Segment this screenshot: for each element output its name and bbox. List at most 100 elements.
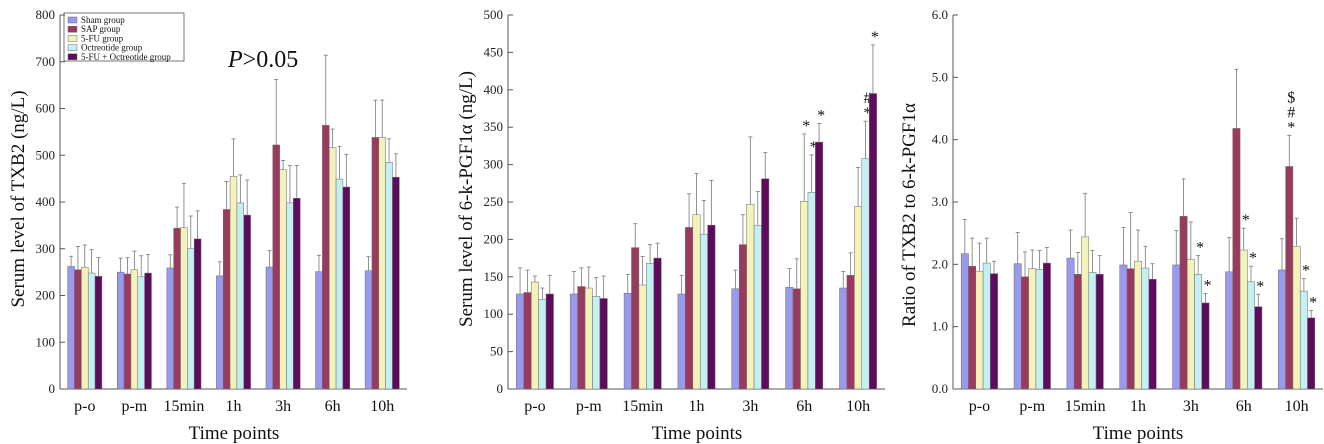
panel-1-ytick-label: 100 [484, 306, 504, 321]
panel-1-bar [800, 201, 809, 390]
panel-0-bar [87, 272, 96, 390]
panel-2-bar [1095, 274, 1104, 390]
panel-2-significance-mark: * [1287, 119, 1295, 136]
legend-swatch [67, 44, 78, 51]
panel-1-bar [599, 298, 608, 390]
p-value-annotation: P>0.05 [227, 47, 298, 73]
panel-0-bar [187, 248, 195, 390]
panel-0-bar [180, 227, 188, 390]
panel-0-category-label: 15min [163, 398, 204, 415]
panel-1-significance-mark: * [817, 107, 825, 124]
panel-1-ylabel: Serum level of 6-k-PGF1α (ng/L) [456, 71, 477, 327]
panel-2-significance-mark: * [1203, 278, 1211, 295]
panel-2-bar [1186, 259, 1195, 390]
panel-1-bar [677, 293, 686, 390]
panel-1-bar [861, 158, 870, 390]
panel-2-category-label: p-o [969, 398, 990, 415]
panel-2-ytick-label: 0.0 [932, 381, 948, 396]
panel-0-ytick-label: 700 [36, 54, 56, 69]
legend-swatch [67, 53, 78, 61]
panel-0-ytick-label: 500 [36, 147, 56, 162]
panel-2-ytick-label: 5.0 [932, 69, 948, 84]
panel-2-bar [1134, 260, 1142, 390]
legend-entry-label: SAP group [81, 24, 121, 34]
legend-entry-label: 5-FU group [81, 33, 124, 43]
panel-2-bar [990, 273, 998, 390]
panel-2-bar [1232, 128, 1241, 390]
panel-1-bar [839, 287, 848, 390]
panel-0-bar [94, 276, 103, 390]
panel-0-bar [222, 209, 231, 390]
panel-2-bar [1013, 263, 1022, 390]
panel-1-ytick-label: 400 [484, 82, 504, 97]
panel-2-bar [1307, 317, 1316, 390]
panel-1-category-label: p-m [576, 398, 602, 415]
panel-2-xlabel: Time points [1093, 423, 1184, 444]
panel-2-bar [1028, 268, 1037, 390]
panel-1-bar [569, 293, 578, 390]
panel-1-category-label: p-o [524, 398, 545, 415]
panel-2-bar [1194, 274, 1203, 390]
panel-0-bar [293, 198, 301, 390]
panel-2-ytick-label: 3.0 [932, 194, 948, 209]
panel-1-bar [699, 233, 708, 390]
panel-2-bar [1119, 264, 1128, 390]
panel-2-bar [1021, 276, 1029, 390]
panel-2-significance-mark: * [1196, 240, 1204, 257]
panel-0-ytick-label: 300 [36, 241, 56, 256]
panel-2-category-label: p-m [1019, 398, 1045, 415]
panel-1-ytick-label: 250 [484, 194, 504, 209]
panel-1-ytick-label: 150 [484, 269, 504, 284]
panel-1-ytick-label: 450 [484, 44, 504, 59]
panel-2-significance-mark: * [1302, 263, 1310, 280]
panel-2-category-label: 10h [1285, 398, 1309, 415]
panel-0-ytick-label: 100 [36, 334, 56, 349]
panel-0-bar [378, 137, 386, 390]
panel-2-ylabel: Ratio of TXB2 to 6-k-PGF1α [899, 103, 920, 327]
panel-2-bar [1254, 306, 1263, 390]
panel-2-significance-mark: * [1249, 250, 1257, 267]
panel-2-category-label: 3h [1183, 398, 1199, 415]
panel-1-ytick-label: 50 [490, 344, 503, 359]
panel-1-ytick-label: 200 [484, 231, 504, 246]
panel-0-bar [216, 275, 224, 390]
panel-0-bar [74, 269, 82, 390]
panel-1-significance-mark: * [810, 139, 818, 156]
panel-0-bar [67, 266, 75, 390]
panel-2-bar [1292, 246, 1301, 390]
panel-1-bar [731, 288, 740, 390]
panel-2-significance-mark: # [1287, 104, 1295, 121]
panel-1-bar [746, 203, 755, 390]
panel-1-significance-mark: # [864, 90, 872, 107]
panel-0-bar [364, 270, 373, 390]
panel-0-bar [322, 125, 330, 390]
panel-0-category-label: 3h [275, 398, 291, 415]
panel-0-ytick-label: 400 [36, 194, 56, 209]
legend-entry-label: Octreotide group [81, 43, 143, 53]
panel-1-bar [761, 178, 770, 390]
panel-0-bar [166, 267, 174, 390]
panel-2-ytick-label: 2.0 [932, 256, 948, 271]
panel-2-bar [1073, 274, 1082, 390]
panel-1-bar [530, 281, 539, 390]
panel-1-bar [631, 247, 640, 390]
legend-entry-label: 5-FU + Octreotide group [81, 52, 171, 62]
panel-2-bar [1285, 166, 1294, 390]
panel-0-category-label: p-m [121, 398, 147, 415]
ratio-panel: Ratio of TXB2 to 6-k-PGF1α Time points 0… [899, 7, 1323, 444]
txb2-panel: Serum level of TXB2 (ng/L) Time points P… [8, 7, 407, 444]
panel-2-bar [968, 265, 977, 390]
panel-0-bar [335, 178, 344, 390]
panel-0-bar [272, 144, 280, 390]
panel-0-category-label: 10h [370, 398, 394, 415]
panel-2-ytick-label: 1.0 [932, 319, 948, 334]
panel-0-bar [144, 272, 152, 390]
panel-1-ytick-label: 0 [497, 381, 504, 396]
panel-0-bar [130, 269, 139, 390]
panel-2-bar [1278, 269, 1286, 390]
panel-2-bar [1066, 257, 1075, 390]
panel-1-significance-mark: * [802, 118, 810, 135]
panel-2-category-label: 1h [1130, 398, 1146, 415]
